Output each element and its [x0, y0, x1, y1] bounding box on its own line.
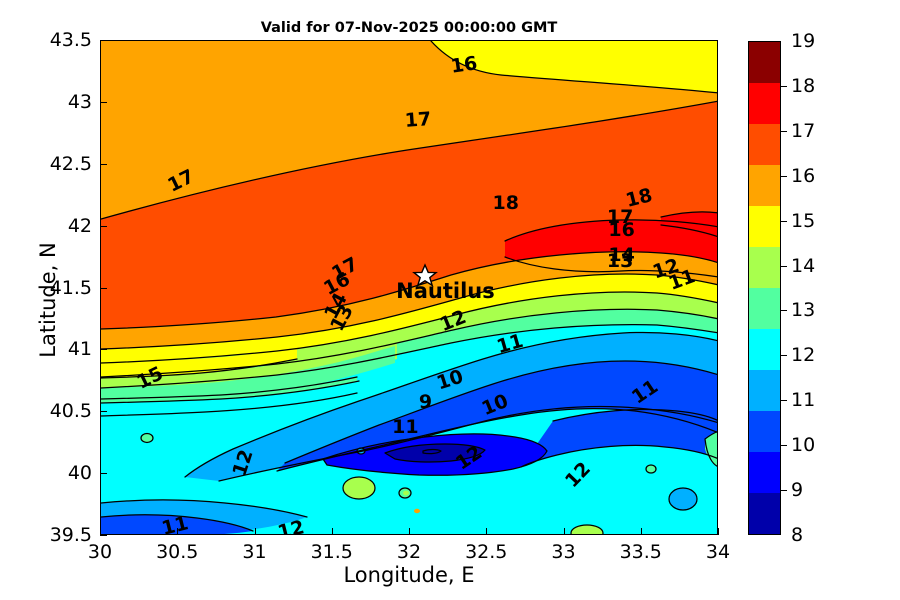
- y-tick-label: 42: [67, 214, 92, 237]
- colorbar-segment: [749, 124, 780, 165]
- colorbar-segment: [749, 493, 780, 534]
- colorbar-tick-mark: [781, 445, 787, 447]
- y-tick-mark: [100, 225, 107, 227]
- contour-label: 14: [608, 244, 635, 267]
- y-tick-label: 41: [67, 338, 92, 361]
- contour-plot-area[interactable]: 16 17 17 18 18 17 16 14 13 12 11 17 16 14 13 15 12 11 10 9 1…: [100, 40, 718, 535]
- y-tick-label: 43: [67, 90, 92, 113]
- x-tick-mark: [177, 528, 179, 535]
- colorbar-tick-label: 15: [791, 209, 816, 232]
- y-tick-label: 39.5: [49, 524, 92, 546]
- colorbar-segment: [749, 206, 780, 247]
- contour-label: 17: [403, 108, 432, 133]
- x-tick-mark: [409, 528, 410, 535]
- y-tick-mark: [100, 101, 107, 103]
- y-tick-label: 42.5: [49, 152, 92, 175]
- figure-title: Valid for 07-Nov-2025 00:00:00 GMT: [260, 20, 558, 36]
- y-tick-mark: [100, 535, 107, 536]
- contour-label: 9: [418, 391, 433, 414]
- colorbar-tick-label: 16: [791, 164, 816, 187]
- x-tick-label: 33.5: [619, 541, 662, 563]
- y-tick-mark: [100, 411, 107, 413]
- x-tick-label: 30.5: [156, 541, 199, 563]
- colorbar-tick-mark: [781, 130, 787, 132]
- y-axis-title: Latitude, N: [36, 242, 60, 358]
- y-tick-label: 43.5: [49, 29, 92, 51]
- colorbar-tick-label: 8: [791, 524, 804, 546]
- colorbar-segment: [749, 42, 780, 83]
- colorbar-tick-mark: [781, 355, 787, 357]
- station-label-nautilus: Nautilus: [396, 278, 495, 303]
- colorbar-tick-label: 14: [791, 254, 816, 277]
- colorbar-segment: [749, 411, 780, 452]
- contour-label: 11: [392, 416, 419, 439]
- contour-label: 16: [449, 51, 479, 78]
- y-tick-label: 40: [67, 462, 92, 485]
- y-tick-mark: [100, 40, 107, 41]
- contour-label: 13: [606, 250, 634, 273]
- x-tick-label: 34: [705, 541, 731, 563]
- x-tick-label: 32.5: [465, 541, 508, 563]
- colorbar-segment: [749, 247, 780, 288]
- x-tick-mark: [331, 528, 333, 535]
- x-tick-mark: [640, 528, 642, 535]
- x-tick-label: 30: [87, 541, 113, 563]
- y-tick-mark: [100, 287, 107, 289]
- x-tick-label: 31.5: [310, 541, 353, 563]
- x-tick-mark: [254, 528, 256, 535]
- colorbar-tick-label: 12: [791, 344, 816, 367]
- colorbar-tick-label: 10: [791, 434, 816, 457]
- colorbar-tick-mark: [781, 175, 787, 177]
- colorbar-tick-label: 11: [791, 389, 816, 412]
- contour-label: 17: [606, 205, 634, 228]
- colorbar-segment: [749, 452, 780, 493]
- colorbar-tick-label: 19: [791, 30, 816, 52]
- colorbar-tick-mark: [781, 400, 787, 402]
- colorbar-tick-mark: [781, 310, 787, 312]
- x-tick-mark: [486, 528, 488, 535]
- y-tick-label: 40.5: [49, 400, 92, 423]
- colorbar-segment: [749, 165, 780, 206]
- colorbar-tick-label: 9: [791, 479, 804, 502]
- colorbar-segment: [749, 83, 780, 124]
- y-tick-mark: [100, 349, 107, 351]
- colorbar[interactable]: [748, 41, 781, 535]
- contour-label: 16: [608, 219, 635, 242]
- colorbar-tick-mark: [781, 220, 787, 222]
- x-tick-mark: [718, 528, 719, 535]
- colorbar-segment: [749, 329, 780, 370]
- colorbar-tick-mark: [781, 265, 787, 267]
- contour-field: [101, 41, 717, 534]
- y-tick-mark: [100, 163, 107, 165]
- colorbar-tick-label: 18: [791, 74, 816, 97]
- colorbar-tick-label: 17: [791, 119, 816, 142]
- x-tick-label: 33: [551, 541, 576, 563]
- colorbar-tick-mark: [781, 85, 787, 87]
- colorbar-tick-label: 13: [791, 299, 816, 322]
- x-tick-mark: [563, 528, 565, 535]
- contour-label: 18: [492, 192, 520, 215]
- x-axis-title: Longitude, E: [343, 563, 475, 587]
- x-tick-label: 32: [396, 541, 422, 563]
- colorbar-segment: [749, 370, 780, 411]
- colorbar-segment: [749, 288, 780, 329]
- x-tick-label: 31: [242, 541, 267, 563]
- y-tick-label: 41.5: [49, 276, 92, 299]
- y-tick-mark: [100, 473, 107, 475]
- colorbar-tick-mark: [781, 490, 787, 492]
- station-marker-star: [412, 263, 438, 288]
- x-tick-mark: [100, 528, 101, 535]
